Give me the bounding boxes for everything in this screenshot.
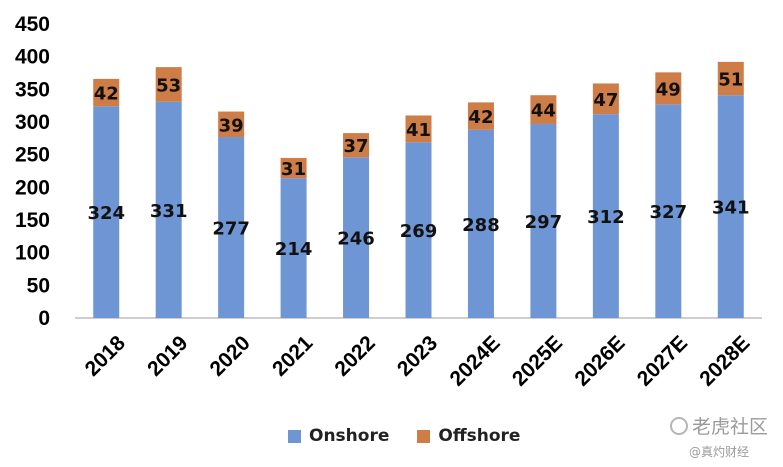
x-tick-label-2028e: 2028E (695, 331, 754, 390)
data-label-offshore-2019: 53 (156, 75, 181, 96)
x-tick-label-2021: 2021 (268, 331, 318, 381)
watermark-sub-text: @真灼财经 (688, 445, 749, 459)
data-label-onshore-2025e: 297 (525, 212, 563, 233)
data-label-onshore-2020: 277 (212, 219, 250, 240)
bar-onshore-2022 (343, 157, 370, 318)
bar-offshore-2019 (155, 67, 182, 102)
data-label-offshore-2022: 37 (344, 136, 369, 157)
data-label-offshore-2026e: 47 (593, 90, 618, 111)
y-tick-label: 50 (27, 274, 50, 297)
legend-label-offshore: Offshore (438, 426, 521, 446)
x-tick-label-2025e: 2025E (508, 331, 567, 390)
y-tick-label: 300 (15, 111, 50, 134)
data-label-offshore-2018: 42 (94, 84, 119, 105)
legend-swatch-onshore (288, 429, 301, 443)
watermark: 老虎社区 @真灼财经 (660, 412, 778, 460)
bar-onshore-2021 (280, 178, 307, 318)
bar-offshore-2027e (655, 72, 682, 105)
bar-onshore-2018 (93, 106, 120, 318)
data-label-onshore-2022: 246 (337, 229, 375, 250)
y-tick-label: 350 (15, 78, 50, 101)
bar-onshore-2023 (405, 142, 432, 318)
bar-offshore-2023 (405, 115, 432, 143)
bar-onshore-2024e (467, 129, 494, 318)
y-axis-ticks: 0 50 100 150 200 250 300 350 400 450 (15, 13, 50, 330)
y-tick-label: 450 (15, 13, 50, 36)
x-tick-label-2023: 2023 (393, 331, 442, 380)
y-tick-label: 150 (15, 209, 50, 232)
data-label-onshore-2028e: 341 (712, 198, 750, 219)
y-tick-label: 200 (15, 176, 50, 199)
bar-onshore-2019 (155, 101, 182, 318)
bar-offshore-2026e (592, 83, 619, 115)
data-label-offshore-2024e: 42 (468, 107, 493, 128)
y-tick-label: 100 (15, 242, 50, 265)
bar-onshore-2026e (592, 114, 619, 318)
y-tick-label: 0 (38, 307, 50, 330)
y-tick-label: 250 (15, 144, 50, 167)
watermark-main: 老虎社区 (660, 412, 778, 439)
x-tick-label-2020: 2020 (206, 331, 255, 380)
bar-offshore-2025e (530, 95, 557, 124)
bar-offshore-2018 (93, 78, 120, 107)
data-label-onshore-2018: 324 (87, 203, 125, 224)
data-label-onshore-2026e: 312 (587, 207, 625, 228)
x-tick-label-2022: 2022 (330, 331, 379, 380)
data-label-offshore-2028e: 51 (718, 70, 743, 91)
x-tick-label-2026e: 2026E (570, 331, 629, 390)
data-label-onshore-2019: 331 (150, 201, 188, 222)
bar-offshore-2028e (717, 61, 744, 96)
x-tick-label-2024e: 2024E (445, 331, 504, 390)
x-tick-label-2018: 2018 (81, 331, 131, 381)
data-label-onshore-2024e: 288 (462, 215, 500, 236)
legend: Onshore Offshore (288, 426, 520, 446)
bar-onshore-2020 (218, 137, 245, 318)
data-label-onshore-2027e: 327 (650, 202, 688, 223)
legend-item-onshore: Onshore (288, 426, 389, 446)
bar-offshore-2022 (343, 133, 370, 158)
bar-offshore-2021 (280, 157, 307, 179)
watermark-main-text: 老虎社区 (691, 416, 768, 438)
y-tick-label: 400 (15, 46, 50, 69)
legend-swatch-offshore (417, 429, 431, 443)
bar-onshore-2028e (717, 95, 744, 318)
bar-offshore-2020 (218, 111, 245, 138)
data-label-offshore-2021: 31 (281, 159, 306, 180)
data-label-onshore-2021: 214 (275, 239, 313, 260)
x-tick-label-2019: 2019 (143, 331, 192, 380)
legend-item-offshore: Offshore (417, 426, 520, 446)
bar-onshore-2027e (655, 104, 682, 318)
legend-label-onshore: Onshore (309, 426, 390, 446)
watermark-logo-icon (669, 416, 688, 435)
bar-offshore-2024e (467, 102, 494, 130)
bar-onshore-2025e (530, 123, 557, 319)
data-label-offshore-2020: 39 (219, 115, 244, 136)
data-label-offshore-2023: 41 (406, 120, 431, 141)
bars: 324 42 331 53 277 39 214 31 246 37 269 41 288 42 297 44… (87, 61, 750, 319)
x-axis-ticks: 2018 2019 2020 2021 2022 2023 2024E 2025E 2026E 2… (81, 331, 755, 390)
data-label-offshore-2025e: 44 (531, 101, 556, 122)
data-label-onshore-2023: 269 (400, 221, 438, 242)
data-label-offshore-2027e: 49 (656, 79, 681, 100)
x-tick-label-2027e: 2027E (633, 331, 692, 390)
